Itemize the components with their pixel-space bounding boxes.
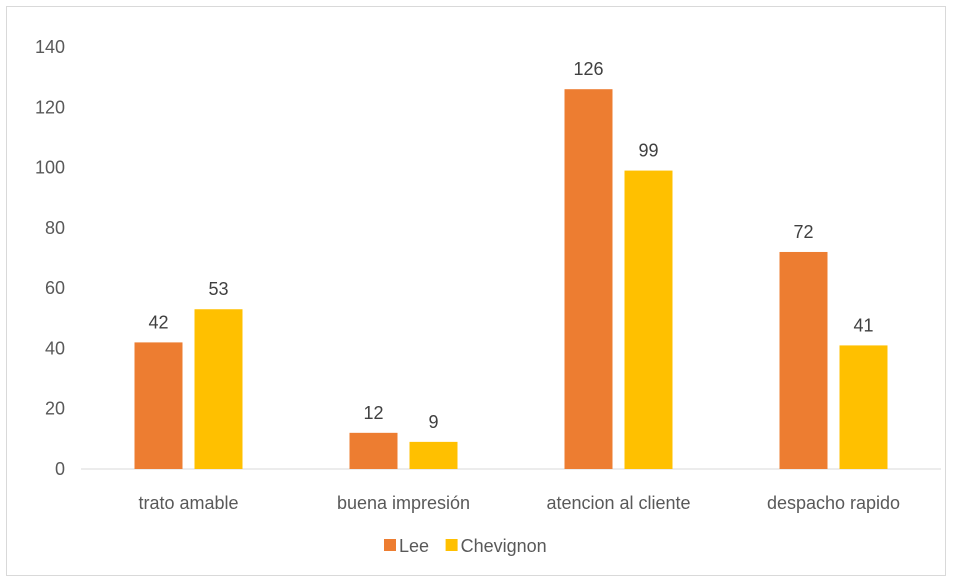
data-label-lee: 126 — [573, 59, 603, 79]
legend-swatch-chevignon — [445, 539, 458, 551]
x-category-label: buena impresión — [337, 493, 470, 513]
y-axis-ticks: 0 20 40 60 80 100 120 140 — [35, 37, 65, 479]
bar-chart: 0 20 40 60 80 100 120 140 42 53 12 9 126 99 72 41 trat… — [35, 37, 941, 556]
bar-chevignon — [194, 309, 243, 469]
data-label-chevignon: 99 — [638, 141, 658, 161]
bar-chevignon — [839, 345, 888, 469]
y-tick-label: 0 — [55, 459, 65, 479]
chart-area: 0 20 40 60 80 100 120 140 42 53 12 9 126 99 72 41 trat… — [6, 6, 946, 576]
data-label-lee: 72 — [793, 222, 813, 242]
data-label-chevignon: 53 — [208, 279, 228, 299]
x-category-label: trato amable — [138, 493, 238, 513]
legend-label-chevignon: Chevignon — [461, 536, 547, 556]
bars — [134, 89, 888, 470]
x-category-label: despacho rapido — [767, 493, 900, 513]
bar-lee — [779, 251, 828, 469]
bar-lee — [564, 89, 613, 469]
legend-label-lee: Lee — [399, 536, 429, 556]
y-tick-label: 40 — [45, 338, 65, 358]
bar-chevignon — [624, 170, 673, 470]
data-labels: 42 53 12 9 126 99 72 41 — [148, 59, 873, 432]
y-tick-label: 20 — [45, 399, 65, 419]
bar-lee — [134, 342, 183, 469]
data-label-chevignon: 41 — [853, 315, 873, 335]
x-category-label: atencion al cliente — [546, 493, 690, 513]
y-tick-label: 120 — [35, 97, 65, 117]
legend: Lee Chevignon — [384, 536, 547, 556]
data-label-lee: 42 — [148, 312, 168, 332]
x-axis-category-labels: trato amable buena impresión atencion al c… — [138, 493, 900, 513]
y-tick-label: 100 — [35, 158, 65, 178]
bar-lee — [349, 432, 398, 469]
data-label-lee: 12 — [363, 403, 383, 423]
y-tick-label: 140 — [35, 37, 65, 57]
y-tick-label: 80 — [45, 218, 65, 238]
legend-swatch-lee — [384, 539, 396, 551]
y-tick-label: 60 — [45, 278, 65, 298]
data-label-chevignon: 9 — [428, 412, 438, 432]
bar-chevignon — [409, 441, 458, 469]
